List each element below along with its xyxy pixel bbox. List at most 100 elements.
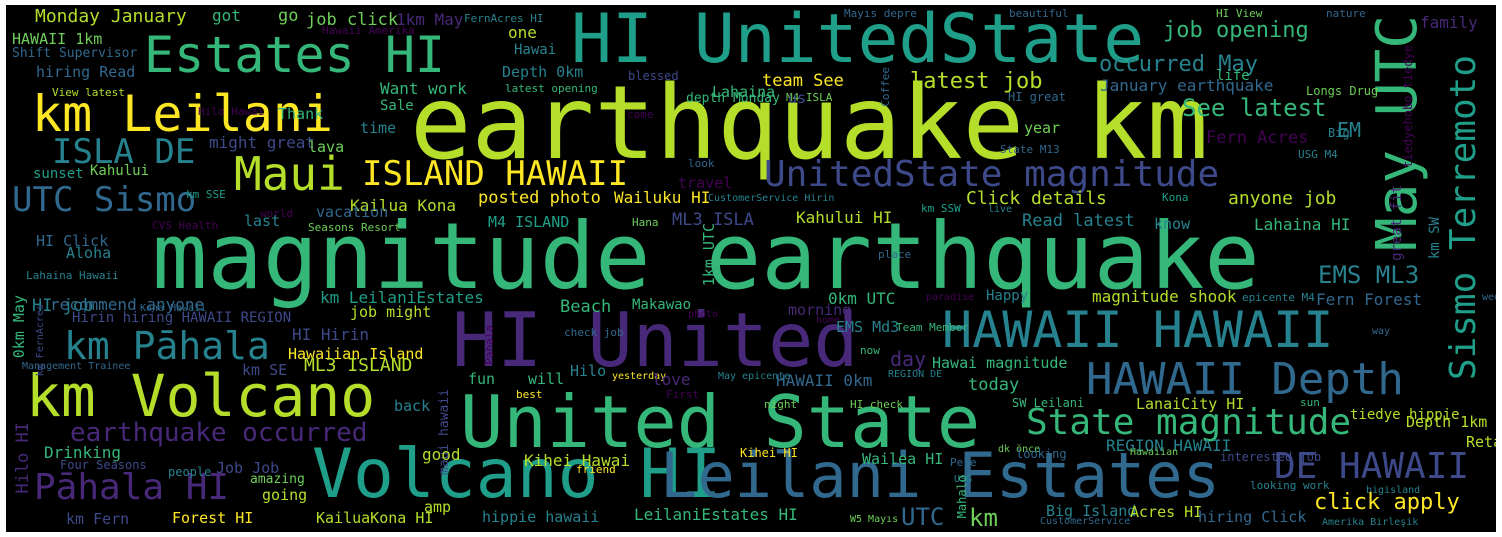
cloud-word: Hawai magnitude: [932, 354, 1068, 372]
cloud-word: friend: [576, 463, 616, 476]
cloud-word: epicente M4: [1242, 291, 1315, 304]
cloud-word: bigisland: [1366, 485, 1421, 496]
cloud-word: lava: [308, 138, 345, 156]
cloud-word: USG: [954, 474, 973, 485]
cloud-word: way: [1372, 326, 1391, 337]
cloud-word: REGION DE: [888, 369, 943, 380]
cloud-word: Drinking: [44, 443, 122, 462]
cloud-word: Estates HI: [144, 26, 446, 84]
cloud-word: going: [262, 486, 308, 504]
cloud-word: today: [968, 375, 1020, 395]
cloud-word: us: [788, 89, 807, 107]
cloud-word: magnitude earthquake: [152, 203, 1260, 310]
cloud-word: fun: [468, 370, 496, 388]
cloud-word: Team Member: [896, 321, 969, 334]
cloud-word: live: [988, 204, 1013, 215]
cloud-word: Monday January: [35, 6, 187, 27]
cloud-word: travel: [678, 174, 733, 192]
cloud-word: HAWAII Depth: [1086, 354, 1404, 405]
cloud-word: Mayıs depre: [844, 7, 917, 20]
cloud-word: Hawaiian Island: [288, 345, 424, 363]
cloud-word: come: [627, 108, 654, 121]
cloud-word: United State: [460, 380, 981, 464]
cloud-word: vacation: [316, 203, 389, 221]
cloud-word: Sismo Terremoto: [1443, 55, 1484, 381]
cloud-word: Lahaina HI: [1254, 215, 1351, 234]
cloud-word: Hawai: [514, 42, 557, 58]
cloud-word: KailuaKona HI: [316, 509, 434, 527]
cloud-word: Mahalo: [955, 475, 969, 519]
cloud-word: hiring Read: [36, 63, 136, 81]
cloud-word: job might: [350, 303, 432, 321]
cloud-word: Kona: [1162, 191, 1189, 204]
cloud-word: earthquake occurred: [70, 418, 368, 448]
cloud-word: go: [278, 6, 299, 26]
cloud-word: HI Hirin: [292, 325, 370, 344]
cloud-word: now: [860, 344, 880, 357]
cloud-word: Leilani Estates: [660, 439, 1220, 512]
cloud-word: home: [816, 315, 841, 326]
cloud-word: Hilo HI: [13, 422, 33, 494]
cloud-word: sun: [1300, 396, 1320, 409]
cloud-word: ISLAND HAWAII: [362, 154, 629, 194]
cloud-word: Depth 1km: [1406, 413, 1488, 431]
cloud-word: SW Leilani: [1012, 396, 1085, 410]
cloud-word: time: [360, 119, 397, 137]
cloud-word: HI View: [1216, 7, 1263, 20]
cloud-word: job click: [306, 10, 399, 30]
cloud-word: amp: [424, 498, 452, 516]
cloud-word: occurred May: [1099, 52, 1258, 77]
cloud-word: Kihei Hawai: [524, 451, 630, 470]
cloud-word: latest opening: [505, 82, 598, 95]
cloud-word: beautiful: [1009, 7, 1069, 20]
cloud-word: Management Trainee: [22, 361, 131, 372]
cloud-word: Lahaina Hawaii: [26, 269, 119, 282]
cloud-word: Hilo Hawai: [198, 105, 265, 118]
cloud-word: interested job: [1220, 450, 1322, 464]
cloud-word: 1km May: [396, 10, 464, 29]
cloud-word: Kahului: [90, 163, 150, 179]
cloud-word: ML3 ISLA: [672, 210, 754, 230]
cloud-word: Wailea HI: [862, 450, 944, 468]
cloud-word: got: [212, 6, 241, 25]
cloud-word: View latest: [52, 86, 125, 99]
cloud-word: 0km UTC: [828, 289, 896, 308]
cloud-word: Thank: [278, 105, 324, 123]
cloud-word: May epicente: [718, 371, 791, 382]
cloud-word: Lahaina: [712, 83, 776, 101]
cloud-word: HI United: [452, 296, 859, 384]
cloud-word: hiring Click: [1198, 508, 1307, 526]
cloud-word: Four Seasons: [60, 458, 147, 472]
cloud-word: recommend anyone: [50, 295, 205, 314]
cloud-word: See latest: [1182, 94, 1327, 122]
cloud-word: 0km May: [10, 295, 28, 359]
cloud-word: Beach: [560, 297, 612, 317]
cloud-word: M4 ISLA: [786, 91, 833, 104]
cloud-word: km Pāhala: [64, 324, 270, 368]
cloud-word: team See: [762, 71, 844, 91]
cloud-word: Pāhala HI: [34, 467, 230, 508]
cloud-word: Big: [1328, 126, 1350, 140]
cloud-word: Hirin hiring HAWAII REGION: [72, 310, 292, 326]
cloud-word: Shift Supervisor: [12, 46, 138, 61]
cloud-word: EMS Md3: [836, 318, 900, 336]
cloud-word: km Volcano: [26, 362, 376, 430]
cloud-word: km SSW: [921, 202, 961, 215]
cloud-word: UTC: [901, 503, 945, 531]
cloud-word: sunset: [33, 166, 84, 182]
cloud-word: Depth 0km: [502, 63, 584, 81]
cloud-word: paradise: [926, 292, 975, 303]
cloud-word: Maui: [234, 147, 345, 201]
cloud-word: job opening: [1163, 18, 1309, 43]
cloud-word: km Fern: [66, 510, 130, 528]
cloud-word: HI great: [1008, 90, 1066, 104]
cloud-word: km LeilaniEstates: [320, 288, 484, 307]
cloud-word: km Leilani: [32, 85, 334, 143]
cloud-word: Hawaiian: [1130, 447, 1179, 458]
cloud-word: HAWAII 0km: [776, 371, 873, 390]
cloud-word: click apply: [1314, 490, 1460, 515]
cloud-word: EM: [1337, 118, 1362, 142]
cloud-word: place: [878, 248, 912, 261]
cloud-word: photo: [688, 309, 719, 320]
cloud-word: know: [1154, 215, 1191, 233]
